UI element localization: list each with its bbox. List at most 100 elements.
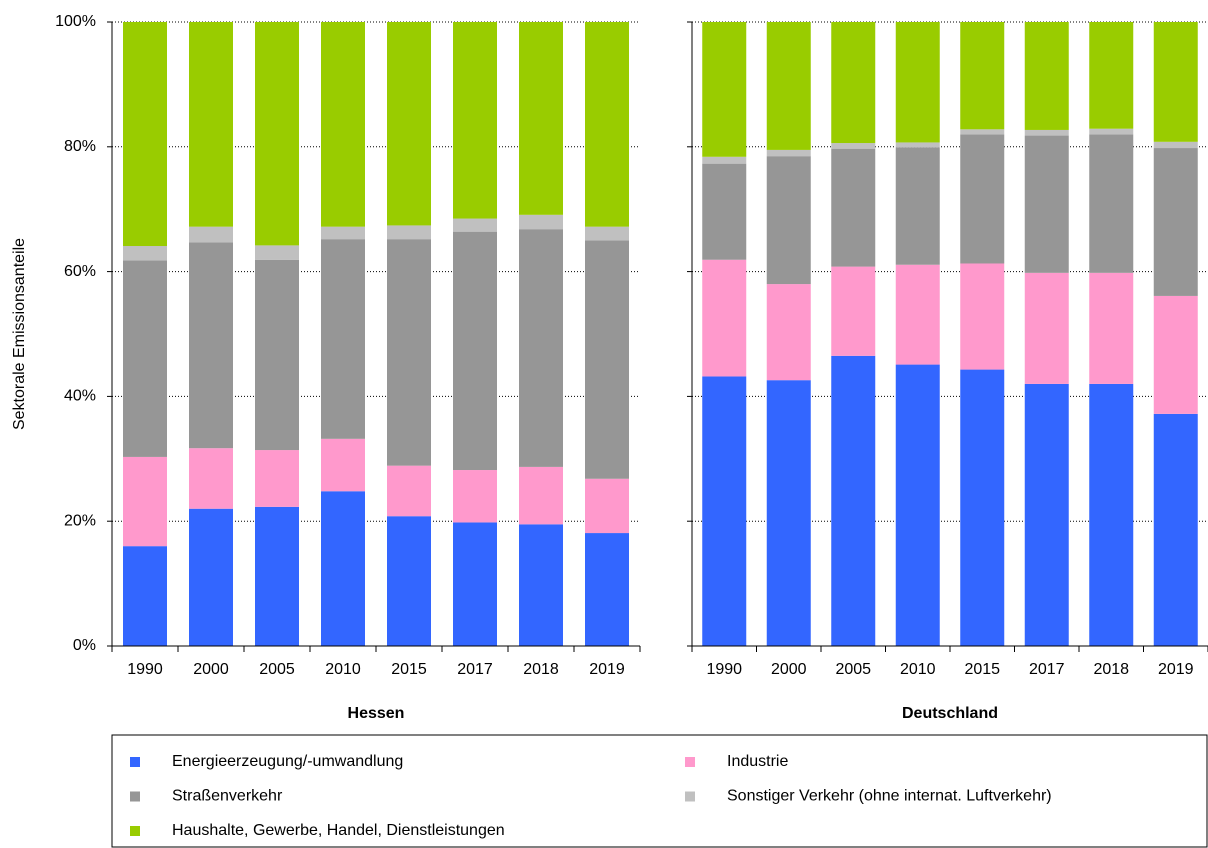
bar-segment bbox=[189, 242, 233, 449]
y-axis-title: Sektorale Emissionsanteile bbox=[11, 238, 28, 430]
bar-segment bbox=[831, 355, 876, 646]
x-tick-label: 2000 bbox=[771, 661, 807, 678]
bar-segment bbox=[1024, 22, 1069, 130]
x-tick-label: 2005 bbox=[835, 661, 871, 678]
bar-segment bbox=[585, 226, 629, 241]
bar-segment bbox=[766, 380, 811, 646]
x-tick-label: 2000 bbox=[193, 661, 229, 678]
bar-segment bbox=[453, 470, 497, 523]
bar-segment bbox=[702, 376, 747, 646]
bar-segment bbox=[1153, 141, 1198, 149]
bar-segment bbox=[1089, 22, 1134, 129]
x-tick-label: 1990 bbox=[127, 661, 163, 678]
bar-segment bbox=[387, 516, 431, 646]
x-tick-label: 2019 bbox=[589, 661, 625, 678]
bar-segment bbox=[519, 214, 563, 230]
x-tick-label: 2005 bbox=[259, 661, 295, 678]
x-tick-label: 2018 bbox=[1093, 661, 1129, 678]
x-tick-label: 2010 bbox=[900, 661, 936, 678]
bar-segment bbox=[321, 491, 365, 646]
y-tick-label: 60% bbox=[64, 263, 96, 280]
bar-segment bbox=[895, 264, 940, 365]
bar-segment bbox=[321, 226, 365, 240]
bar-segment bbox=[453, 522, 497, 646]
bar-segment bbox=[895, 147, 940, 265]
bar-segment bbox=[123, 546, 167, 646]
bar-segment bbox=[895, 364, 940, 646]
legend-label: Industrie bbox=[727, 753, 788, 770]
bar-segment bbox=[1089, 134, 1134, 273]
bar-segment bbox=[255, 259, 299, 451]
bar-segment bbox=[1089, 272, 1134, 384]
legend-swatch bbox=[685, 757, 695, 767]
bar-segment bbox=[453, 218, 497, 232]
legend-label: Energieerzeugung/-umwandlung bbox=[172, 753, 403, 770]
y-tick-label: 100% bbox=[55, 13, 96, 30]
bar-segment bbox=[1153, 295, 1198, 414]
bar-segment bbox=[766, 149, 811, 157]
bar-segment bbox=[702, 22, 747, 157]
bar-segment bbox=[585, 478, 629, 534]
x-tick-label: 2015 bbox=[391, 661, 427, 678]
bar-segment bbox=[519, 229, 563, 467]
bar-segment bbox=[960, 22, 1005, 130]
bar-segment bbox=[960, 369, 1005, 646]
bar-segment bbox=[1089, 383, 1134, 646]
bar-segment bbox=[895, 142, 940, 148]
bar-segment bbox=[123, 22, 167, 247]
legend-swatch bbox=[130, 757, 140, 767]
y-tick-label: 40% bbox=[64, 388, 96, 405]
bar-segment bbox=[702, 163, 747, 260]
bar-segment bbox=[255, 506, 299, 646]
bar-segment bbox=[960, 134, 1005, 264]
bar-segment bbox=[1024, 129, 1069, 136]
bar-segment bbox=[831, 143, 876, 149]
bar-segment bbox=[960, 263, 1005, 370]
x-axis-title: Hessen bbox=[348, 705, 405, 722]
legend-box bbox=[111, 734, 1208, 848]
bar-segment bbox=[960, 129, 1005, 135]
bar-segment bbox=[519, 524, 563, 646]
bar-segment bbox=[1024, 135, 1069, 273]
x-tick-label: 2015 bbox=[964, 661, 1000, 678]
bar-segment bbox=[831, 22, 876, 144]
bar-segment bbox=[1024, 383, 1069, 646]
bar-segment bbox=[1153, 22, 1198, 142]
legend-label: Straßenverkehr bbox=[172, 788, 283, 805]
legend-swatch bbox=[130, 826, 140, 836]
x-tick-label: 1990 bbox=[706, 661, 742, 678]
x-tick-label: 2010 bbox=[325, 661, 361, 678]
bar-segment bbox=[895, 22, 940, 143]
y-tick-label: 20% bbox=[64, 512, 96, 529]
bar-segment bbox=[766, 284, 811, 381]
bar-segment bbox=[255, 245, 299, 260]
bar-segment bbox=[123, 260, 167, 457]
x-tick-label: 2019 bbox=[1158, 661, 1194, 678]
bar-segment bbox=[702, 156, 747, 164]
bar-segment bbox=[321, 438, 365, 492]
bar-segment bbox=[519, 466, 563, 525]
bar-segment bbox=[321, 239, 365, 439]
bar-segment bbox=[1153, 148, 1198, 296]
legend-swatch bbox=[130, 791, 140, 802]
bar-segment bbox=[519, 22, 563, 215]
bar-segment bbox=[123, 456, 167, 547]
legend-label: Haushalte, Gewerbe, Handel, Dienstleistu… bbox=[172, 822, 505, 839]
legend-label: Sonstiger Verkehr (ohne internat. Luftve… bbox=[727, 788, 1052, 805]
bar-segment bbox=[1089, 128, 1134, 135]
bar-segment bbox=[453, 231, 497, 471]
bar-segment bbox=[831, 148, 876, 267]
x-tick-label: 2017 bbox=[457, 661, 493, 678]
legend-swatch bbox=[685, 791, 695, 802]
bar-segment bbox=[189, 22, 233, 227]
bar-segment bbox=[702, 259, 747, 377]
bar-segment bbox=[189, 508, 233, 646]
bar-segment bbox=[387, 22, 431, 226]
x-tick-label: 2018 bbox=[523, 661, 559, 678]
bar-segment bbox=[585, 22, 629, 227]
bar-segment bbox=[387, 465, 431, 517]
bar-segment bbox=[766, 156, 811, 285]
bar-segment bbox=[831, 266, 876, 356]
bar-segment bbox=[255, 22, 299, 246]
